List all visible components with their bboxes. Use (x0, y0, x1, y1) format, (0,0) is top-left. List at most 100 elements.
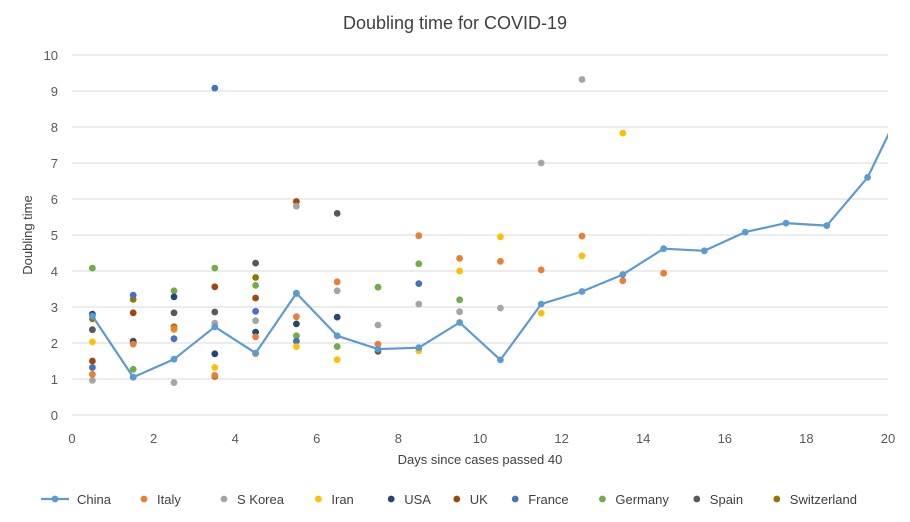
legend-label: Italy (157, 492, 181, 507)
data-point (374, 321, 382, 329)
data-point (89, 377, 96, 384)
legend-label: UK (470, 492, 488, 507)
data-point (456, 319, 463, 326)
data-point (293, 289, 300, 297)
chart-title: Doubling time for COVID-19 (343, 13, 567, 33)
legend-item-china: China (41, 492, 112, 507)
data-point (578, 288, 586, 295)
data-point (497, 356, 504, 364)
x-tick-label: 14 (636, 431, 650, 446)
legend-label: China (77, 492, 112, 507)
y-tick-label: 8 (51, 120, 58, 135)
data-point (456, 308, 463, 316)
data-point (293, 198, 300, 205)
data-point (252, 259, 259, 267)
data-point (293, 332, 300, 340)
legend-marker (693, 495, 701, 503)
data-point (578, 76, 586, 83)
data-point (211, 84, 219, 92)
y-tick-label: 5 (51, 228, 58, 243)
data-point (782, 219, 790, 227)
data-point (170, 335, 178, 343)
data-point (293, 313, 300, 321)
data-point (129, 373, 137, 381)
data-point (578, 252, 586, 260)
data-point (619, 129, 627, 137)
legend-label: France (528, 492, 568, 507)
legend-marker (315, 495, 322, 503)
data-point (89, 338, 96, 346)
legend: China Italy S Korea Iran USA UK France Germany S… (41, 492, 857, 507)
data-point (660, 269, 667, 277)
legend-label: USA (404, 492, 431, 507)
data-point (211, 364, 219, 371)
data-point (374, 345, 382, 353)
series-germany (89, 260, 463, 373)
data-point (497, 304, 504, 312)
x-tick-label: 18 (799, 431, 813, 446)
legend-label: S Korea (237, 492, 285, 507)
data-point (415, 344, 423, 352)
series-china (89, 124, 896, 381)
x-tick-label: 6 (313, 431, 320, 446)
data-point (211, 308, 219, 316)
y-tick-label: 1 (51, 372, 58, 387)
series-italy (89, 232, 667, 379)
data-point (889, 124, 896, 131)
data-point (129, 365, 137, 373)
x-tick-label: 8 (395, 431, 402, 446)
data-point (170, 293, 178, 301)
legend-marker (453, 495, 461, 503)
data-point (497, 257, 504, 265)
legend-item-switzerland: Switzerland (773, 492, 857, 507)
data-point (170, 325, 178, 332)
legend-item-italy: Italy (140, 492, 181, 507)
legend-label: Spain (710, 492, 743, 507)
legend-marker (140, 495, 148, 503)
data-series (89, 76, 896, 386)
y-tick-label: 4 (51, 264, 58, 279)
x-tick-label: 0 (68, 431, 75, 446)
legend-marker (51, 495, 59, 503)
legend-marker (387, 495, 395, 503)
data-point (170, 287, 178, 295)
data-point (252, 294, 259, 302)
x-tick-label: 12 (554, 431, 568, 446)
legend-item-spain: Spain (693, 492, 743, 507)
data-point (170, 379, 178, 386)
series-s-korea (89, 76, 586, 386)
data-point (293, 320, 300, 328)
data-point (333, 343, 341, 350)
data-point (252, 274, 259, 281)
data-point (823, 222, 831, 230)
data-point (578, 232, 586, 240)
x-tick-label: 2 (150, 431, 157, 446)
y-tick-label: 2 (51, 336, 58, 351)
y-tick-label: 9 (51, 84, 58, 99)
y-tick-label: 3 (51, 300, 58, 315)
data-point (333, 278, 341, 286)
data-point (89, 357, 96, 365)
data-point (619, 271, 627, 278)
data-point (374, 283, 382, 291)
legend-marker (599, 495, 606, 503)
data-point (170, 309, 178, 317)
y-tick-label: 6 (51, 192, 58, 207)
legend-label: Switzerland (790, 492, 857, 507)
legend-item-s-korea: S Korea (220, 492, 285, 507)
series-line (91, 132, 888, 379)
legend-marker (511, 495, 519, 503)
data-point (293, 337, 300, 345)
data-point (211, 264, 219, 272)
data-point (660, 245, 667, 253)
x-tick-label: 10 (473, 431, 487, 446)
data-point (537, 309, 545, 317)
data-point (89, 264, 96, 272)
legend-marker (773, 495, 781, 503)
legend-label: Iran (331, 492, 353, 507)
data-point (252, 317, 259, 325)
data-point (252, 307, 259, 315)
